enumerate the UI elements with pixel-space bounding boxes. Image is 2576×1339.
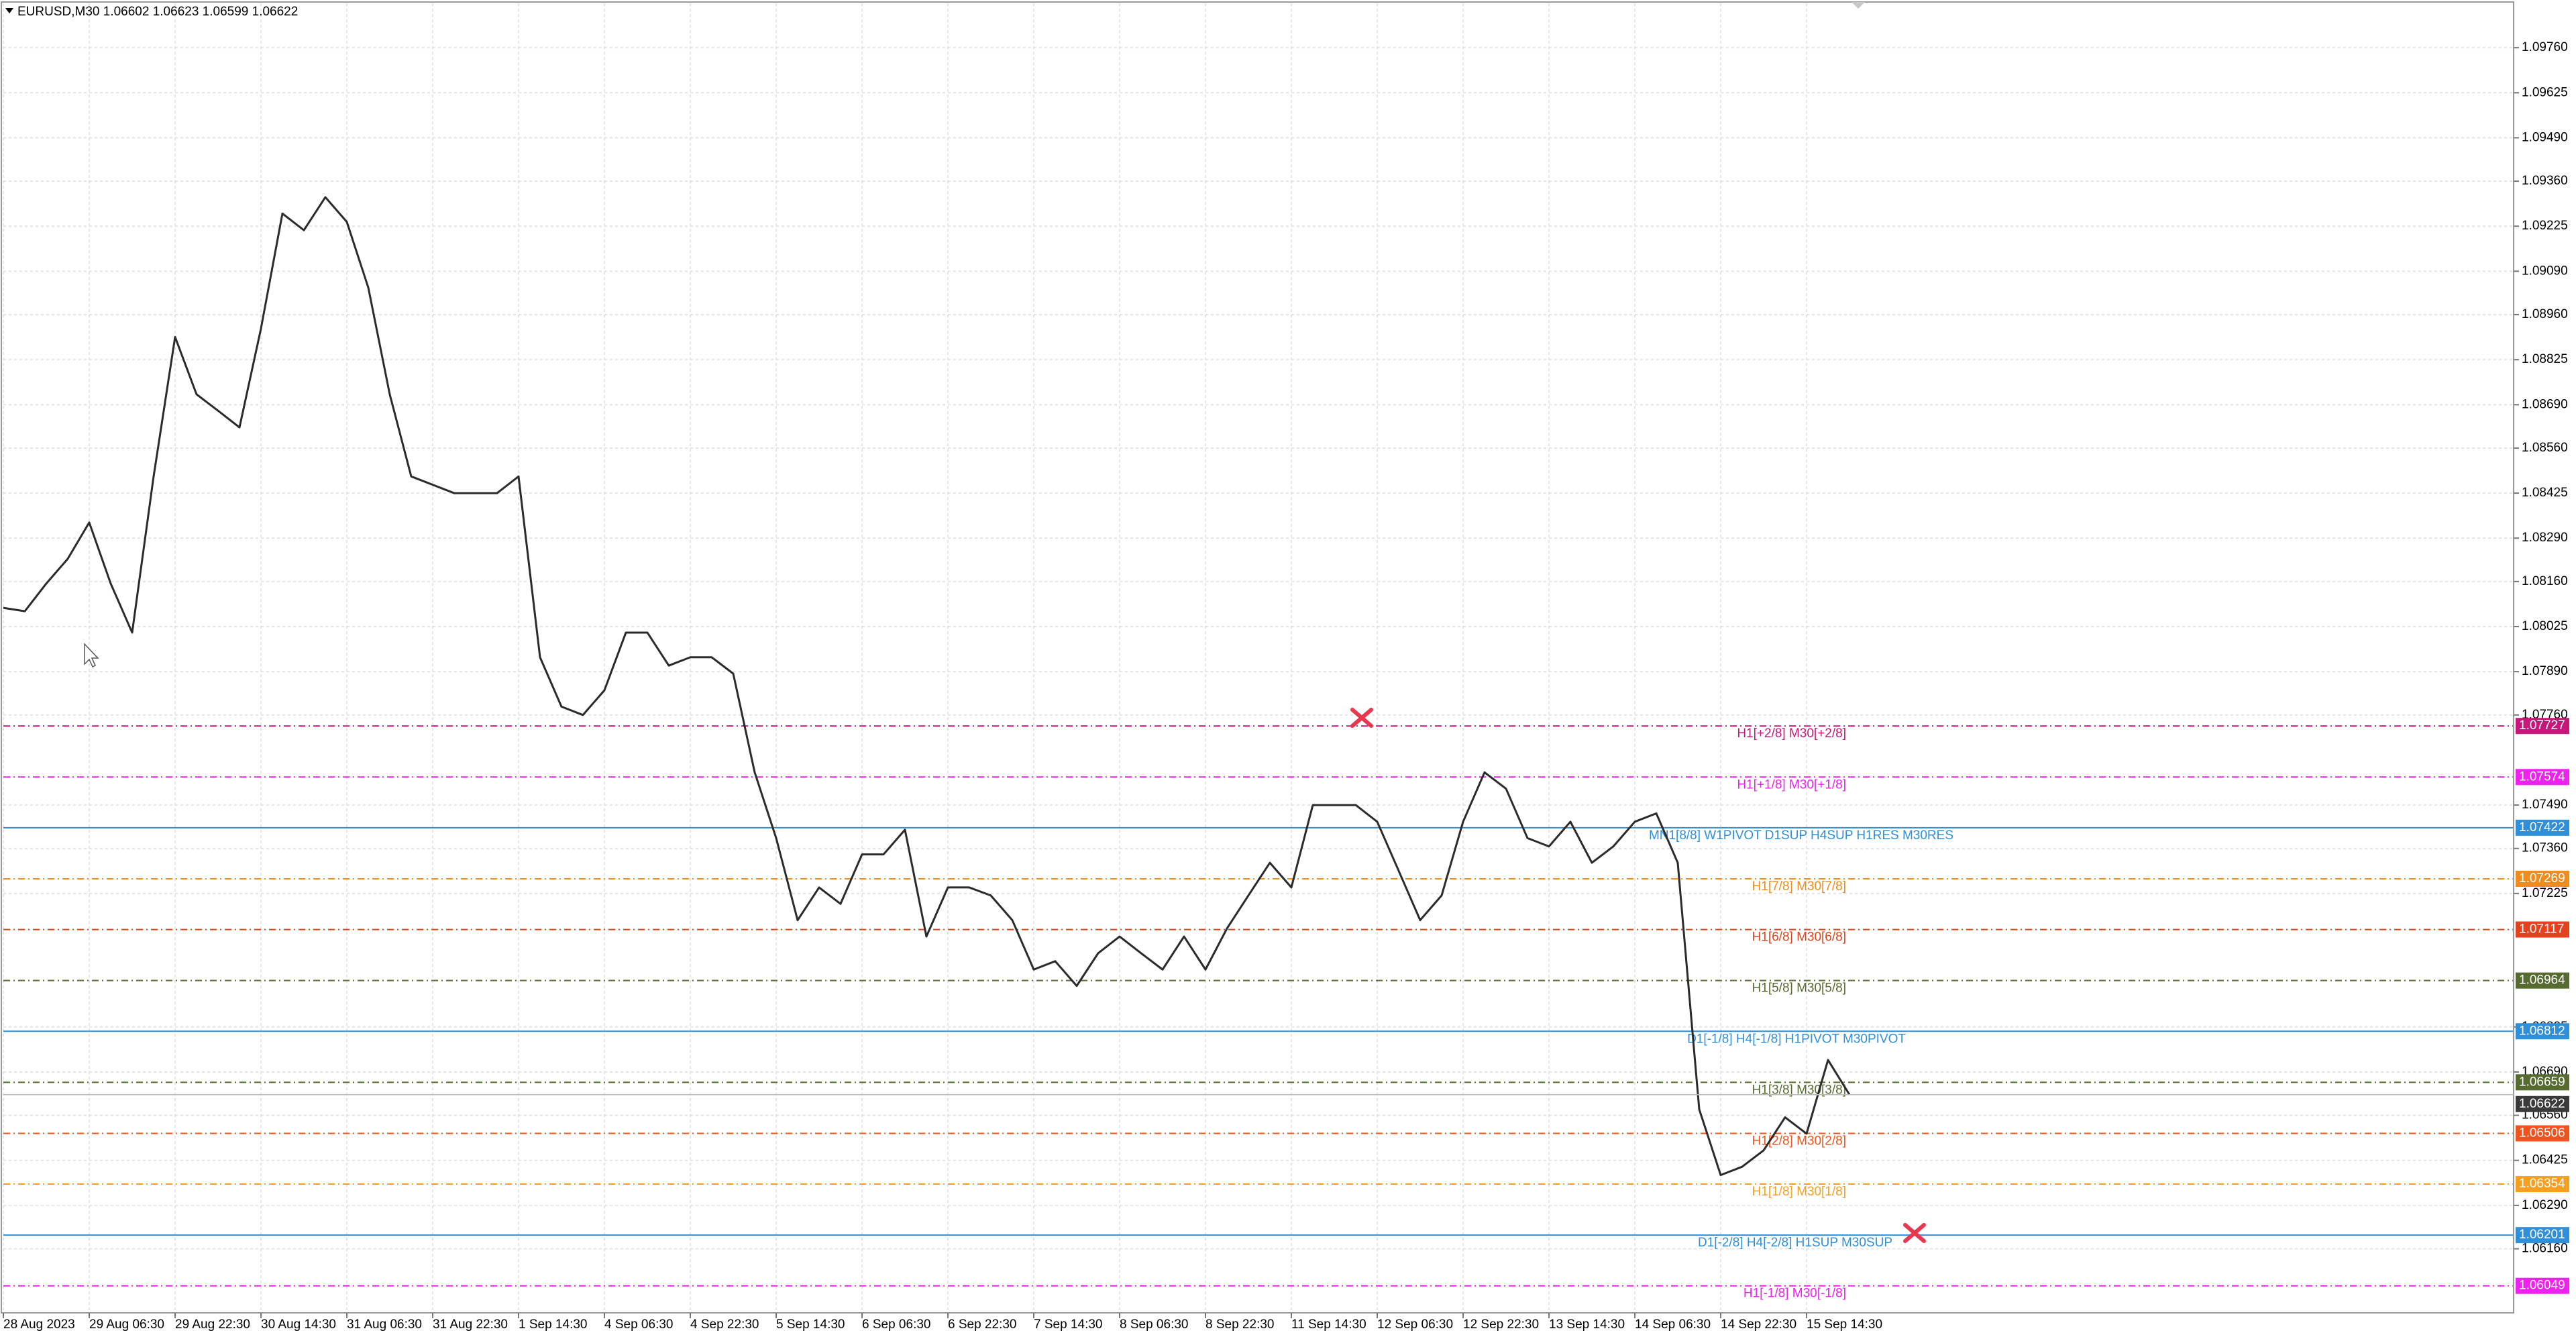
level-label: H1[2/8] M30[2/8]	[1752, 1134, 1846, 1148]
price-tag-label: 1.06506	[2519, 1126, 2565, 1140]
plot	[3, 196, 1851, 1177]
price-tag	[2516, 1023, 2569, 1040]
price-line	[3, 196, 1851, 1177]
level-label: H1[+1/8] M30[+1/8]	[1737, 778, 1846, 792]
price-tag	[2516, 1176, 2569, 1193]
chart-title: EURUSD,M30 1.06602 1.06623 1.06599 1.066…	[17, 5, 298, 19]
y-tick-label: 1.08825	[2522, 352, 2568, 366]
x-tick-label: 14 Sep 22:30	[1721, 1318, 1796, 1332]
deleted-marker	[1903, 1223, 1926, 1243]
y-tick-label: 1.06425	[2522, 1153, 2568, 1167]
y-tick-label: 1.07360	[2522, 841, 2568, 855]
y-tick-label: 1.09490	[2522, 130, 2568, 144]
symbol-menu-arrow[interactable]	[5, 8, 13, 13]
y-tick-label: 1.08160	[2522, 574, 2568, 588]
y-tick-label: 1.09760	[2522, 40, 2568, 54]
x-tick-label: 29 Aug 22:30	[175, 1318, 250, 1332]
deleted-marker	[1350, 708, 1373, 728]
x-tick-label: 6 Sep 06:30	[862, 1318, 930, 1332]
x-tick-label: 29 Aug 06:30	[89, 1318, 164, 1332]
price-tag	[2516, 1125, 2569, 1142]
y-tick-label: 1.08690	[2522, 397, 2568, 411]
price-tag-label: 1.07422	[2519, 820, 2565, 835]
price-tag	[2516, 870, 2569, 887]
y-tick-label: 1.06160	[2522, 1242, 2568, 1256]
level-label: MN1[8/8] W1PIVOT D1SUP H4SUP H1RES M30RE…	[1649, 828, 1953, 843]
price-tag-label: 1.06049	[2519, 1279, 2565, 1293]
current-price-tag	[2516, 1095, 2569, 1112]
y-tick-label: 1.09625	[2522, 85, 2568, 99]
x-tick-label: 4 Sep 06:30	[604, 1318, 673, 1332]
level-label: H1[-1/8] M30[-1/8]	[1743, 1287, 1846, 1301]
price-tag	[2516, 819, 2569, 836]
level-label: H1[+2/8] M30[+2/8]	[1737, 727, 1846, 741]
price-tag	[2516, 1227, 2569, 1244]
x-tick-label: 31 Aug 22:30	[433, 1318, 508, 1332]
x-tick-label: 8 Sep 22:30	[1205, 1318, 1274, 1332]
x-tick-label: 11 Sep 14:30	[1291, 1318, 1366, 1332]
y-tick-label: 1.09225	[2522, 219, 2568, 233]
level-label: H1[1/8] M30[1/8]	[1752, 1185, 1846, 1199]
y-tick-label: 1.09090	[2522, 264, 2568, 278]
price-tag-label: 1.07574	[2519, 769, 2565, 784]
x-tick-label: 13 Sep 14:30	[1549, 1318, 1625, 1332]
x-tick-label: 8 Sep 06:30	[1120, 1318, 1188, 1332]
y-tick-label: 1.08560	[2522, 441, 2568, 455]
price-tag	[2516, 1277, 2569, 1294]
price-tag	[2516, 718, 2569, 735]
x-tick-label: 30 Aug 14:30	[261, 1318, 336, 1332]
level-label: H1[5/8] M30[5/8]	[1752, 981, 1846, 996]
y-tick-label: 1.08960	[2522, 307, 2568, 321]
x-tick-label: 12 Sep 06:30	[1377, 1318, 1453, 1332]
x-tick-label: 4 Sep 22:30	[690, 1318, 759, 1332]
price-tag	[2516, 769, 2569, 786]
level-label: H1[7/8] M30[7/8]	[1752, 879, 1846, 894]
x-tick-label: 31 Aug 06:30	[347, 1318, 422, 1332]
level-label: H1[6/8] M30[6/8]	[1752, 930, 1846, 945]
level-label: D1[-2/8] H4[-2/8] H1SUP M30SUP	[1698, 1236, 1892, 1250]
x-tick-label: 15 Sep 14:30	[1807, 1318, 1882, 1332]
y-tick-label: 1.08425	[2522, 486, 2568, 500]
price-tag-label: 1.07117	[2519, 922, 2564, 936]
y-tick-label: 1.07890	[2522, 664, 2568, 678]
mouse-cursor	[84, 643, 99, 668]
y-tick-label: 1.06290	[2522, 1198, 2568, 1212]
x-tick-label: 12 Sep 22:30	[1463, 1318, 1539, 1332]
price-tag-label: 1.07269	[2519, 871, 2565, 886]
shift-marker	[1851, 2, 1865, 9]
x-tick-label: 7 Sep 14:30	[1034, 1318, 1102, 1332]
levels: H1[+2/8] M30[+2/8] H1[+1/8] M30[+1/8] MN1[…	[3, 725, 2514, 1301]
price-tag-label: 1.06812	[2519, 1024, 2565, 1038]
y-tick-label: 1.08290	[2522, 531, 2568, 545]
y-tick-label: 1.09360	[2522, 174, 2568, 188]
current-price-label: 1.06622	[2519, 1097, 2565, 1111]
x-tick-label: 6 Sep 22:30	[948, 1318, 1016, 1332]
level-label: D1[-1/8] H4[-1/8] H1PIVOT M30PIVOT	[1687, 1032, 1906, 1046]
level-label: H1[3/8] M30[3/8]	[1752, 1083, 1846, 1097]
price-tag-label: 1.06964	[2519, 973, 2565, 987]
price-tag-label: 1.06659	[2519, 1075, 2565, 1089]
x-tick-label: 1 Sep 14:30	[519, 1318, 587, 1332]
x-tick-label: 28 Aug 2023	[3, 1318, 75, 1332]
price-tag-label: 1.06354	[2519, 1177, 2565, 1191]
y-tick-label: 1.07490	[2522, 798, 2568, 812]
price-tag-label: 1.06201	[2519, 1228, 2565, 1242]
y-tick-label: 1.07225	[2522, 886, 2568, 900]
x-tick-label: 14 Sep 06:30	[1635, 1318, 1711, 1332]
price-tag	[2516, 921, 2569, 938]
price-tag	[2516, 1074, 2569, 1091]
y-tick-label: 1.08025	[2522, 619, 2568, 633]
plot-frame	[1, 1, 2514, 1314]
price-tag	[2516, 972, 2569, 989]
x-tick-label: 5 Sep 14:30	[776, 1318, 845, 1332]
price-tag-label: 1.07727	[2519, 718, 2565, 733]
